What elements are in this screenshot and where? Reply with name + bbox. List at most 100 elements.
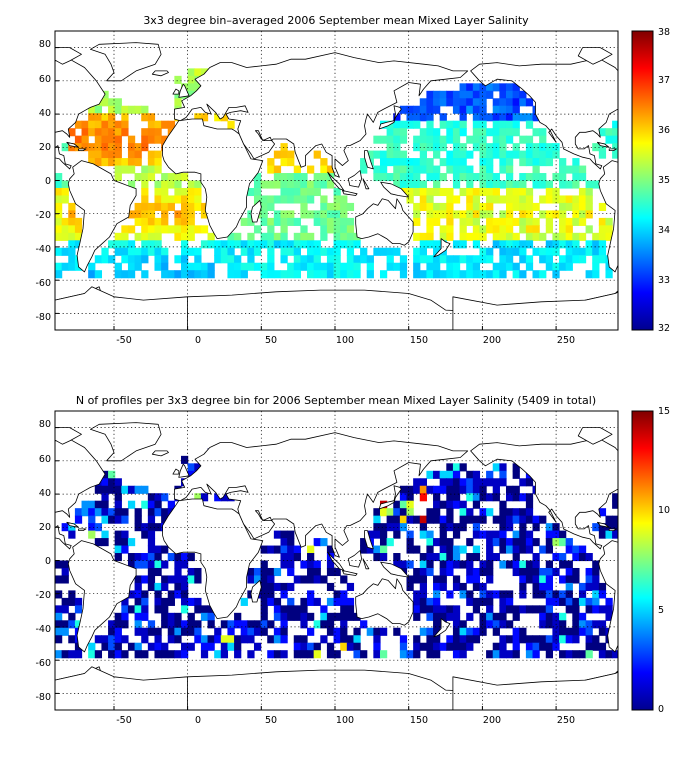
continent-outline: [470, 58, 618, 170]
bin-cell: [512, 128, 520, 137]
bin-cell: [373, 545, 381, 554]
bin-cell: [426, 605, 434, 614]
bin-cell: [466, 485, 474, 494]
bin-cell: [127, 210, 136, 219]
x-tick: 100: [336, 715, 354, 726]
bin-cell: [519, 202, 527, 211]
bin-cell: [300, 612, 308, 621]
bin-cell: [127, 485, 136, 494]
bin-cell: [479, 210, 487, 219]
bin-cell: [161, 493, 169, 502]
bin-cell: [466, 515, 474, 524]
bin-cell: [114, 150, 122, 159]
x-tick: 250: [557, 715, 575, 726]
bin-cell: [399, 515, 408, 524]
bin-cell: [320, 210, 328, 219]
bin-cell: [320, 247, 328, 256]
bin-cell: [94, 523, 103, 532]
bin-cell: [479, 485, 487, 494]
bin-cell: [446, 612, 454, 621]
bin-cell: [472, 173, 481, 182]
bin-cell: [326, 560, 335, 569]
bin-cell: [214, 627, 222, 636]
bin-cell: [499, 597, 507, 606]
bin-cell: [114, 635, 122, 644]
x-axis-ticks: -50 0 50 100 150 200 250: [116, 715, 575, 726]
bin-cell: [585, 627, 593, 636]
bin-cell: [472, 545, 481, 554]
bin-cell: [598, 255, 607, 264]
bin-cell: [598, 240, 607, 249]
bin-cell: [572, 612, 580, 621]
bin-cell: [293, 650, 301, 659]
bin-cell: [94, 508, 103, 517]
bin-cell: [313, 240, 321, 249]
bin-cell: [505, 225, 514, 234]
bin-cell: [187, 225, 195, 234]
bin-cell: [459, 217, 467, 226]
bin-cell: [598, 530, 607, 539]
bin-cell: [340, 217, 348, 226]
bin-cell: [439, 120, 447, 129]
bin-cell: [326, 217, 335, 226]
bin-cell: [393, 128, 401, 137]
bin-cell: [293, 217, 301, 226]
bin-cell: [572, 650, 580, 659]
bin-cell: [505, 150, 514, 159]
bin-cell: [333, 650, 341, 659]
colorbar-tick: 35: [658, 175, 670, 186]
bin-cell: [161, 195, 169, 204]
colorbar-gradient: [631, 410, 654, 711]
y-tick: -40: [35, 244, 51, 255]
bin-cell: [373, 150, 381, 159]
bin-cell: [472, 500, 481, 509]
bin-cell: [200, 68, 209, 77]
bin-cell: [426, 195, 434, 204]
bin-cell: [240, 270, 248, 279]
bin-cell: [433, 98, 441, 107]
continent-outline: [90, 422, 162, 462]
bin-cell: [108, 128, 116, 137]
bin-cell: [373, 530, 381, 539]
bin-cell: [585, 225, 593, 234]
bin-cell: [413, 567, 421, 577]
bin-cell: [181, 247, 189, 256]
bin-cell: [200, 635, 209, 644]
bin-cell: [585, 187, 593, 197]
bin-cell: [293, 232, 301, 241]
bin-cell: [605, 217, 613, 226]
continent-outline: [250, 580, 262, 603]
x-tick: -50: [116, 335, 132, 346]
bin-cell: [273, 627, 282, 636]
bin-cell: [472, 113, 481, 122]
bin-cell: [433, 590, 441, 599]
bin-cell: [181, 255, 189, 264]
bin-cell: [300, 173, 308, 182]
bin-cell: [565, 165, 573, 174]
bin-cell: [68, 232, 76, 241]
bin-cell: [127, 225, 136, 234]
y-tick: -80: [35, 312, 51, 323]
bin-cell: [433, 650, 441, 659]
bin-cell: [174, 195, 182, 204]
bin-cell: [108, 143, 116, 152]
bin-cell: [545, 240, 554, 249]
bin-cell: [161, 508, 169, 517]
bin-cell: [141, 232, 149, 241]
x-tick: 250: [557, 335, 575, 346]
bin-cell: [121, 247, 129, 256]
bin-cell: [525, 545, 534, 554]
bin-cell: [486, 270, 494, 279]
x-tick: 50: [265, 715, 277, 726]
bin-cell: [466, 173, 474, 182]
bin-cell: [373, 627, 381, 636]
x-tick: 200: [483, 335, 501, 346]
bin-cell: [505, 545, 514, 554]
bin-cell: [486, 493, 494, 502]
bin-cell: [273, 530, 282, 539]
bin-cell: [572, 195, 580, 204]
bin-cell: [174, 620, 182, 629]
bin-cell: [74, 620, 83, 629]
continent-outline: [151, 450, 169, 457]
bin-cell: [466, 180, 474, 189]
